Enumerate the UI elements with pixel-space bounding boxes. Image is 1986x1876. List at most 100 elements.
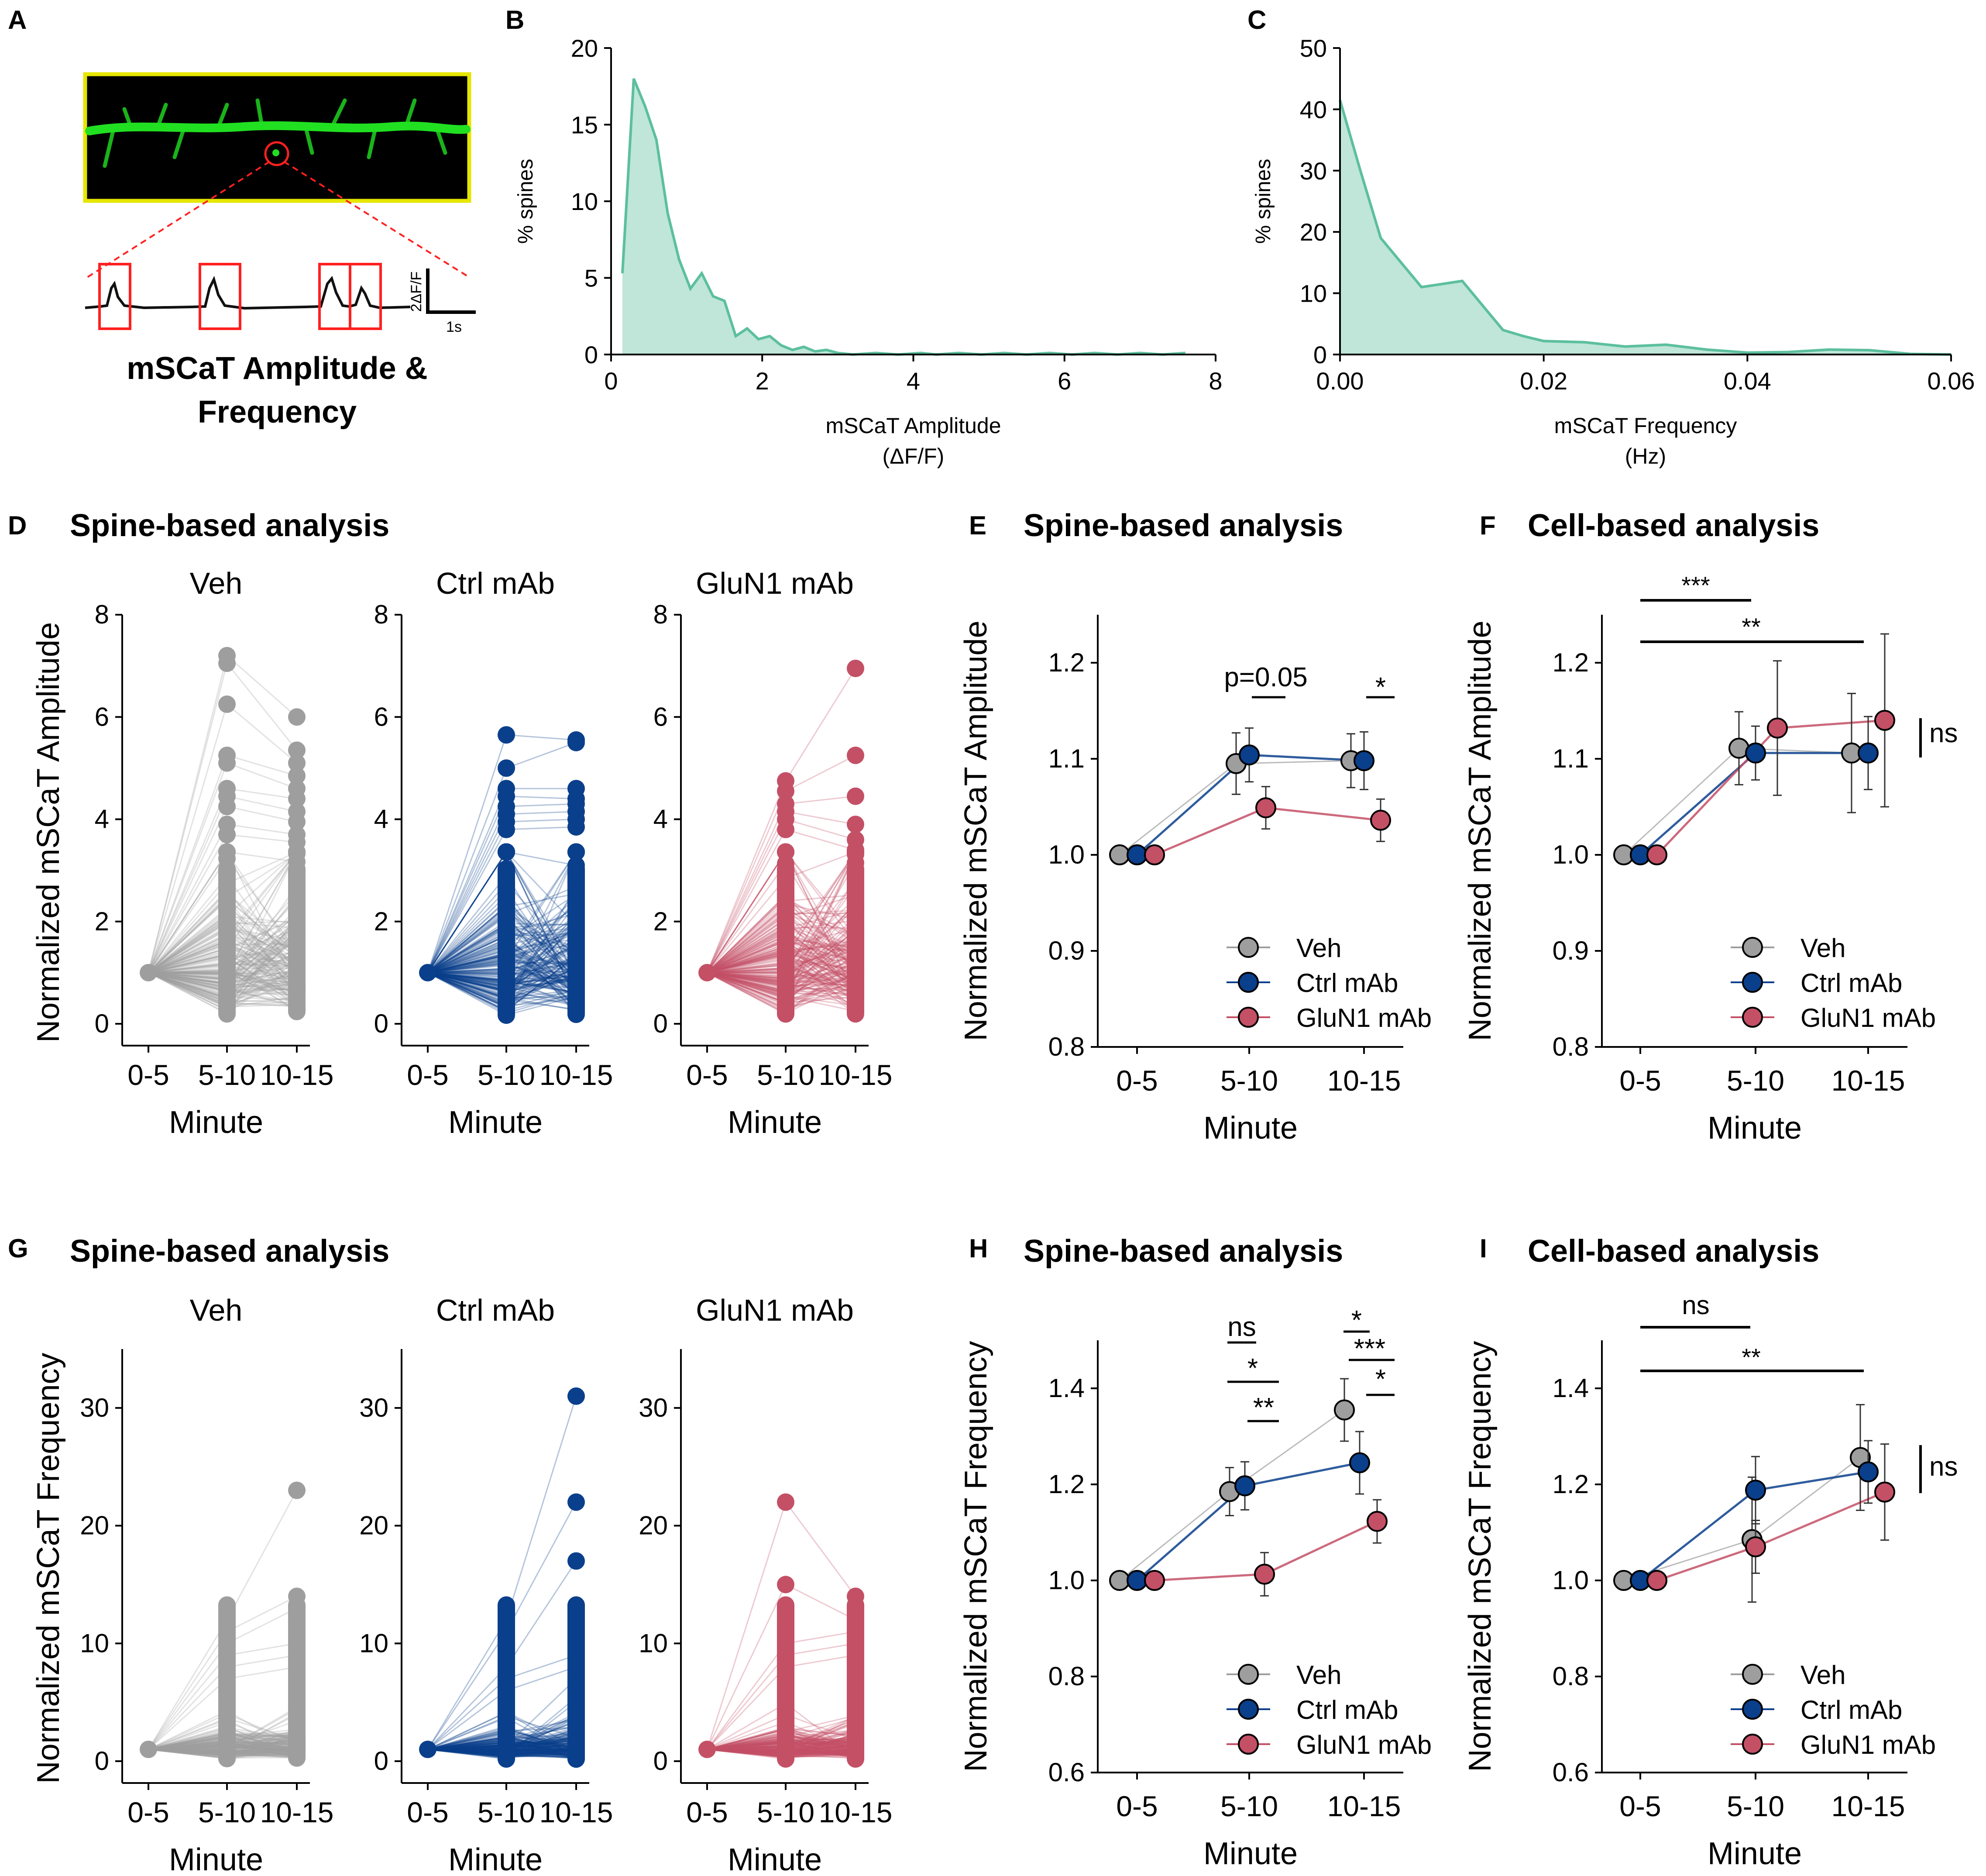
data-point xyxy=(567,925,585,943)
data-point xyxy=(498,820,515,838)
spine-panel-G-2: 0 10 20 30 0-5 5-10 10-15 Minute GluN1 mAb xyxy=(639,1293,892,1876)
x-tick-label: 0-5 xyxy=(407,1059,448,1091)
x-tick-label: 0-5 xyxy=(127,1796,169,1828)
data-point xyxy=(419,1741,436,1759)
x-axis-title: Minute xyxy=(1708,1836,1802,1871)
x-tick-label: 8 xyxy=(1209,367,1222,395)
x-tick-label: 5-10 xyxy=(198,1059,256,1091)
series-line xyxy=(1623,1457,1861,1581)
y-axis-label: Normalized mSCaT Amplitude xyxy=(31,622,66,1043)
scale-label-y: 2ΔF/F xyxy=(408,272,425,312)
y-tick-label: 10 xyxy=(80,1628,109,1658)
data-point xyxy=(1255,797,1276,819)
x-axis-title: Minute xyxy=(1203,1111,1298,1146)
data-point xyxy=(567,857,585,874)
y-tick-label: 10 xyxy=(571,188,598,215)
heading-e: Spine-based analysis xyxy=(1024,508,1343,543)
y-tick-label: 2 xyxy=(95,907,109,936)
data-point xyxy=(1745,742,1766,764)
heading-h: Spine-based analysis xyxy=(1024,1234,1343,1269)
data-point xyxy=(218,981,236,999)
data-point xyxy=(567,947,585,964)
data-point xyxy=(567,1552,585,1570)
scale-bar xyxy=(426,268,476,314)
y-tick-label: 1.2 xyxy=(1048,1470,1085,1499)
y-axis-label: Normalized mSCaT Amplitude xyxy=(1463,620,1498,1041)
panel-letter-g: G xyxy=(8,1234,28,1263)
data-point xyxy=(498,1749,515,1766)
x-tick-label: 0.02 xyxy=(1520,367,1567,395)
data-point xyxy=(567,1670,585,1688)
annotation-significance: ** xyxy=(1742,613,1761,640)
data-point xyxy=(567,889,585,907)
data-point xyxy=(1874,710,1895,731)
data-point xyxy=(777,923,794,940)
legend-label: Veh xyxy=(1800,933,1845,963)
x-axis-title: Minute xyxy=(169,1105,263,1140)
data-point xyxy=(288,1599,306,1617)
annotation-significance: * xyxy=(1247,1353,1258,1384)
data-point xyxy=(1234,1475,1255,1497)
data-point xyxy=(567,1387,585,1405)
x-tick-label: 0-5 xyxy=(1116,1790,1158,1822)
y-tick-label: 30 xyxy=(80,1393,109,1422)
legend-label: Ctrl mAb xyxy=(1800,968,1902,998)
data-point xyxy=(1745,1480,1766,1501)
x-tick-label: 10-15 xyxy=(260,1796,334,1828)
panel-a-illustration: 2ΔF/F 1s mSCaT Amplitude & Frequency xyxy=(83,72,476,430)
data-point xyxy=(1109,844,1130,865)
section-headings: Spine-based analysis Spine-based analysi… xyxy=(70,508,1819,1269)
legend-marker xyxy=(1238,1699,1259,1720)
panel-title: Veh xyxy=(190,1293,243,1327)
x-tick-label: 5-10 xyxy=(478,1059,535,1091)
data-point xyxy=(288,767,306,785)
data-point xyxy=(777,843,794,861)
legend-marker xyxy=(1742,1734,1763,1755)
legend-label: Ctrl mAb xyxy=(1800,1695,1902,1725)
series-line xyxy=(1656,719,1885,856)
scale-label-x: 1s xyxy=(446,319,462,335)
data-point xyxy=(218,939,236,957)
data-point xyxy=(288,993,306,1011)
data-point xyxy=(140,964,157,981)
data-point xyxy=(498,1682,515,1700)
panel-letter-h: H xyxy=(969,1234,988,1263)
x-tick-label: 10-15 xyxy=(1831,1790,1905,1822)
data-point xyxy=(777,782,794,800)
data-point xyxy=(567,962,585,980)
y-tick-label: 1.2 xyxy=(1048,648,1085,677)
y-tick-label: 20 xyxy=(639,1511,668,1540)
data-point xyxy=(777,1576,794,1594)
y-tick-label: 10 xyxy=(1300,280,1327,307)
y-tick-label: 0 xyxy=(95,1746,109,1776)
y-axis-label: % spines xyxy=(1252,159,1275,244)
x-axis-label: (Hz) xyxy=(1625,444,1666,468)
data-point xyxy=(698,964,716,981)
points xyxy=(419,1387,585,1768)
data-point xyxy=(288,1730,306,1748)
points xyxy=(419,726,585,1024)
x-tick-label: 5-10 xyxy=(478,1796,535,1828)
legend-marker xyxy=(1742,1664,1763,1685)
data-point xyxy=(140,1741,157,1759)
x-tick-label: 10-15 xyxy=(819,1796,893,1828)
data-point xyxy=(1858,742,1879,764)
y-tick-label: 0.9 xyxy=(1048,936,1085,965)
x-axis-label: (ΔF/F) xyxy=(883,444,945,468)
histogram-C: 0.00 0.02 0.04 0.06 0 10 20 30 40 50 % spines mSCaT… xyxy=(1252,34,1975,468)
spine-panel-G-0: 0 10 20 30 0-5 5-10 10-15 Minute Veh xyxy=(80,1293,333,1876)
data-point xyxy=(498,1623,515,1641)
data-point xyxy=(847,747,864,764)
data-point xyxy=(498,1704,515,1721)
x-tick-label: 0-5 xyxy=(407,1796,448,1828)
data-point xyxy=(1646,844,1667,865)
x-tick-label: 0.00 xyxy=(1316,367,1364,395)
points xyxy=(698,1493,864,1768)
y-tick-label: 0.8 xyxy=(1048,1032,1085,1061)
panel-letter-f: F xyxy=(1480,511,1496,540)
data-point xyxy=(288,813,306,831)
data-point xyxy=(777,1694,794,1712)
x-tick-label: 10-15 xyxy=(539,1059,613,1091)
data-point xyxy=(847,1587,864,1605)
